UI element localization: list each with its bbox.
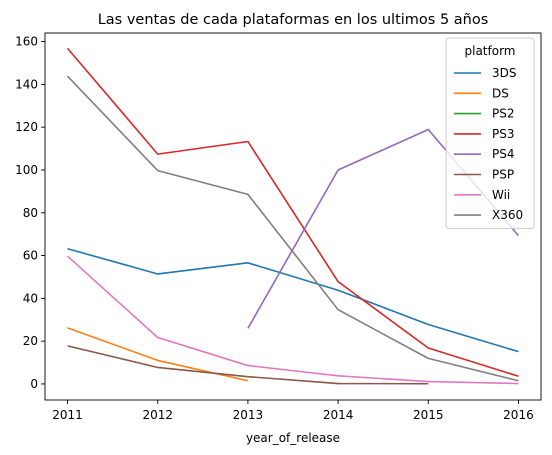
series-line-3ds xyxy=(67,247,519,353)
y-tick-label: 160 xyxy=(15,35,38,49)
x-tick-label: 2015 xyxy=(413,408,444,422)
series-line-ps3 xyxy=(66,47,519,378)
y-tick-label: 120 xyxy=(15,120,38,134)
series-line-psp xyxy=(67,345,429,385)
legend-label-psp: PSP xyxy=(492,168,514,182)
series-line-x360 xyxy=(66,75,519,382)
chart-title: Las ventas de cada plataformas en los ul… xyxy=(98,12,489,28)
x-tick-label: 2013 xyxy=(233,408,264,422)
series-line-ds xyxy=(67,327,249,382)
plot-area xyxy=(44,32,542,401)
series-line-wii xyxy=(67,255,519,385)
legend-label-wii: Wii xyxy=(492,188,510,202)
legend-label-ds: DS xyxy=(492,86,509,100)
legend-label-ps4: PS4 xyxy=(492,147,515,161)
legend-title: platform xyxy=(465,44,516,58)
plot-frame xyxy=(44,32,542,401)
x-tick-label: 2011 xyxy=(52,408,83,422)
x-axis-label: year_of_release xyxy=(246,431,340,445)
y-tick-label: 80 xyxy=(23,206,38,220)
legend-label-x360: X360 xyxy=(492,208,523,222)
legend-box xyxy=(445,37,535,229)
legend-label-ps3: PS3 xyxy=(492,127,515,141)
x-tick-label: 2012 xyxy=(142,408,173,422)
y-tick-label: 140 xyxy=(15,77,38,91)
legend: platform 3DS DS PS2 PS3 PS4 PSP Wii X360 xyxy=(445,37,535,229)
legend-label-ps2: PS2 xyxy=(492,107,515,121)
y-tick-label: 0 xyxy=(30,377,38,391)
y-axis: 0 20 40 60 80 100 120 140 160 xyxy=(15,35,45,391)
x-tick-label: 2016 xyxy=(503,408,534,422)
x-axis: 2011 2012 2013 2014 2015 2016 xyxy=(52,400,534,422)
y-tick-label: 40 xyxy=(23,291,38,305)
legend-label-3ds: 3DS xyxy=(492,66,517,80)
y-tick-label: 100 xyxy=(15,163,38,177)
y-tick-label: 20 xyxy=(23,334,38,348)
y-tick-label: 60 xyxy=(23,249,38,263)
x-tick-label: 2014 xyxy=(323,408,354,422)
